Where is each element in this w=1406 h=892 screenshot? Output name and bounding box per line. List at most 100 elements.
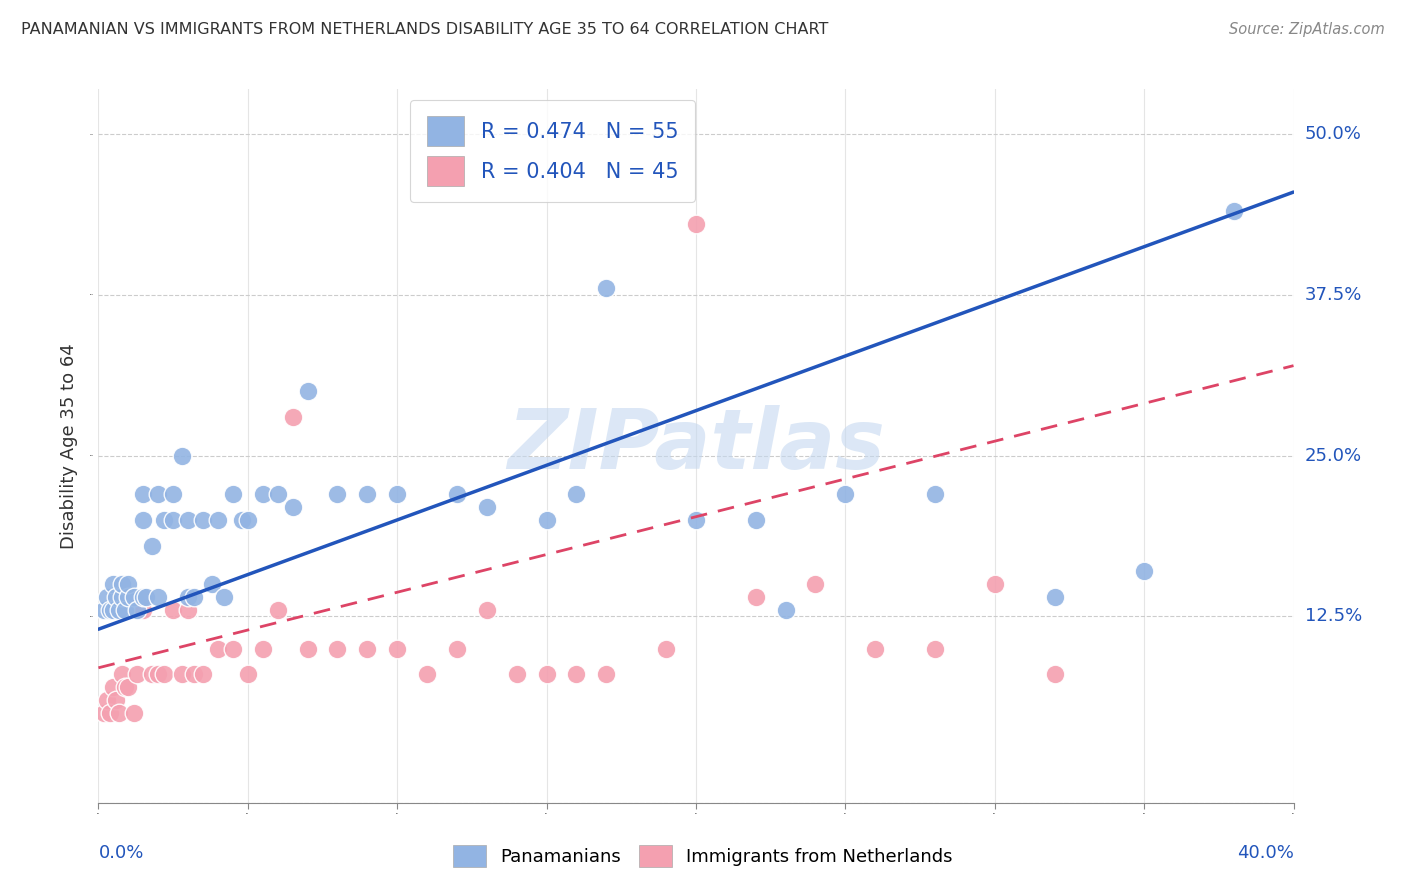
Point xyxy=(124,706,146,720)
Point xyxy=(446,641,468,656)
Point xyxy=(93,706,115,720)
Point xyxy=(222,641,245,656)
Point xyxy=(172,449,194,463)
Point xyxy=(252,641,274,656)
Point xyxy=(326,641,349,656)
Text: 50.0%: 50.0% xyxy=(1305,125,1361,144)
Point xyxy=(117,680,139,694)
Point xyxy=(356,641,378,656)
Point xyxy=(326,487,349,501)
Point xyxy=(105,590,128,604)
Point xyxy=(236,513,259,527)
Point xyxy=(385,641,409,656)
Point xyxy=(111,667,134,681)
Point xyxy=(103,603,125,617)
Point xyxy=(804,577,827,591)
Point xyxy=(183,667,205,681)
Point xyxy=(685,513,707,527)
Point xyxy=(267,603,290,617)
Point xyxy=(177,590,200,604)
Point xyxy=(98,603,122,617)
Point xyxy=(124,590,146,604)
Point xyxy=(96,693,118,707)
Point xyxy=(127,603,149,617)
Point xyxy=(475,500,498,514)
Point xyxy=(108,706,131,720)
Point xyxy=(172,667,194,681)
Point xyxy=(127,667,149,681)
Text: Source: ZipAtlas.com: Source: ZipAtlas.com xyxy=(1229,22,1385,37)
Point xyxy=(536,667,558,681)
Point xyxy=(103,680,125,694)
Point xyxy=(141,667,163,681)
Legend: R = 0.474   N = 55, R = 0.404   N = 45: R = 0.474 N = 55, R = 0.404 N = 45 xyxy=(411,100,695,202)
Point xyxy=(108,603,131,617)
Point xyxy=(148,667,170,681)
Text: 25.0%: 25.0% xyxy=(1305,447,1362,465)
Point xyxy=(111,590,134,604)
Point xyxy=(595,667,617,681)
Text: PANAMANIAN VS IMMIGRANTS FROM NETHERLANDS DISABILITY AGE 35 TO 64 CORRELATION CH: PANAMANIAN VS IMMIGRANTS FROM NETHERLAND… xyxy=(21,22,828,37)
Point xyxy=(565,487,588,501)
Text: 37.5%: 37.5% xyxy=(1305,286,1362,304)
Point xyxy=(96,590,118,604)
Point xyxy=(1043,667,1066,681)
Point xyxy=(153,667,176,681)
Point xyxy=(207,641,229,656)
Point xyxy=(132,487,155,501)
Text: ZIPatlas: ZIPatlas xyxy=(508,406,884,486)
Point xyxy=(114,680,136,694)
Point xyxy=(865,641,887,656)
Point xyxy=(1223,204,1246,219)
Text: 40.0%: 40.0% xyxy=(1237,845,1294,863)
Point xyxy=(93,603,115,617)
Point xyxy=(595,281,617,295)
Point xyxy=(416,667,439,681)
Point xyxy=(506,667,529,681)
Y-axis label: Disability Age 35 to 64: Disability Age 35 to 64 xyxy=(60,343,79,549)
Point xyxy=(148,487,170,501)
Point xyxy=(1133,565,1156,579)
Point xyxy=(297,641,319,656)
Point xyxy=(141,539,163,553)
Point xyxy=(565,667,588,681)
Text: 0.0%: 0.0% xyxy=(98,845,143,863)
Point xyxy=(1043,590,1066,604)
Point xyxy=(745,590,768,604)
Point xyxy=(117,577,139,591)
Point xyxy=(236,667,259,681)
Point xyxy=(775,603,797,617)
Point xyxy=(162,513,184,527)
Point xyxy=(685,217,707,231)
Point xyxy=(281,500,304,514)
Point xyxy=(177,513,200,527)
Point xyxy=(475,603,498,617)
Point xyxy=(191,667,214,681)
Point xyxy=(207,513,229,527)
Point xyxy=(98,706,122,720)
Point xyxy=(148,590,170,604)
Point xyxy=(132,513,155,527)
Point xyxy=(132,603,155,617)
Point xyxy=(117,590,139,604)
Point xyxy=(745,513,768,527)
Point xyxy=(281,410,304,425)
Point xyxy=(446,487,468,501)
Point xyxy=(132,590,155,604)
Text: 12.5%: 12.5% xyxy=(1305,607,1362,625)
Point xyxy=(231,513,253,527)
Point xyxy=(212,590,235,604)
Point xyxy=(222,487,245,501)
Point xyxy=(655,641,678,656)
Point xyxy=(536,513,558,527)
Point xyxy=(267,487,290,501)
Point xyxy=(162,603,184,617)
Point xyxy=(252,487,274,501)
Point xyxy=(135,590,157,604)
Point xyxy=(105,693,128,707)
Legend: Panamanians, Immigrants from Netherlands: Panamanians, Immigrants from Netherlands xyxy=(446,838,960,874)
Point xyxy=(114,603,136,617)
Point xyxy=(983,577,1005,591)
Point xyxy=(356,487,378,501)
Point xyxy=(834,487,856,501)
